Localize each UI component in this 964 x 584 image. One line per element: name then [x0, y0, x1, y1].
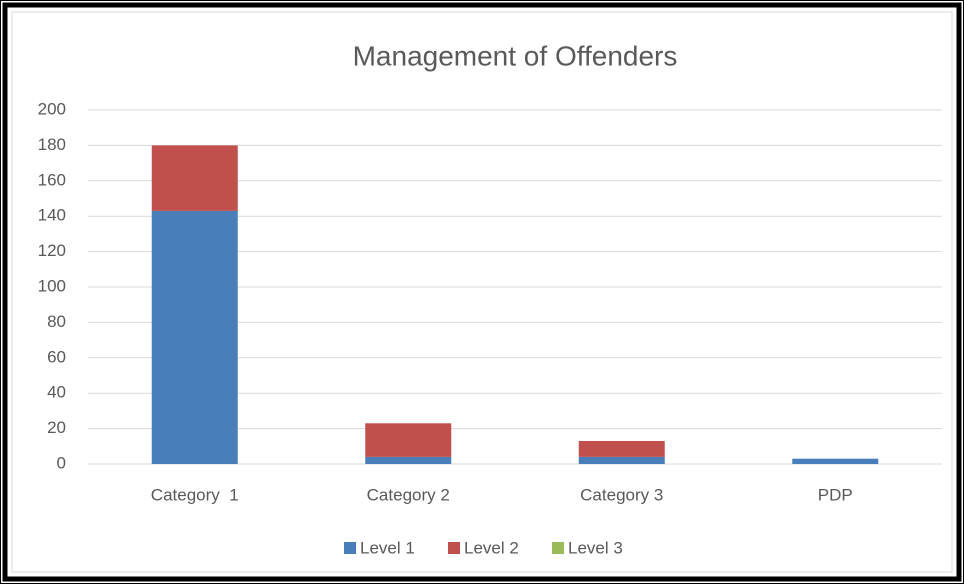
- x-tick-label: Category 3: [580, 485, 663, 504]
- legend-label: Level 2: [464, 538, 519, 557]
- chart-area: [11, 11, 953, 573]
- y-tick-label: 160: [38, 170, 66, 189]
- y-tick-label: 180: [38, 135, 66, 154]
- y-tick-label: 200: [38, 99, 66, 118]
- bar-segment: [151, 210, 238, 464]
- bar-segment: [365, 423, 452, 457]
- y-tick-label: 20: [47, 418, 66, 437]
- bar-segment: [578, 456, 665, 464]
- bar-segment: [792, 458, 879, 464]
- legend-label: Level 3: [568, 538, 623, 557]
- x-tick-label: PDP: [818, 485, 853, 504]
- legend-label: Level 1: [360, 538, 415, 557]
- y-tick-label: 0: [57, 453, 66, 472]
- x-tick-label: Category 1: [151, 485, 239, 504]
- y-tick-label: 40: [47, 383, 66, 402]
- bar-segment: [578, 440, 665, 457]
- y-tick-label: 100: [38, 276, 66, 295]
- x-tick-label: Category 2: [367, 485, 450, 504]
- legend-swatch: [344, 542, 356, 554]
- y-tick-label: 60: [47, 347, 66, 366]
- chart-title: Management of Offenders: [353, 40, 678, 71]
- bar-segment: [365, 456, 452, 464]
- y-tick-label: 80: [47, 312, 66, 331]
- y-tick-label: 120: [38, 241, 66, 260]
- legend-swatch: [448, 542, 460, 554]
- y-tick-label: 140: [38, 206, 66, 225]
- bar-segment: [151, 145, 238, 211]
- legend-swatch: [552, 542, 564, 554]
